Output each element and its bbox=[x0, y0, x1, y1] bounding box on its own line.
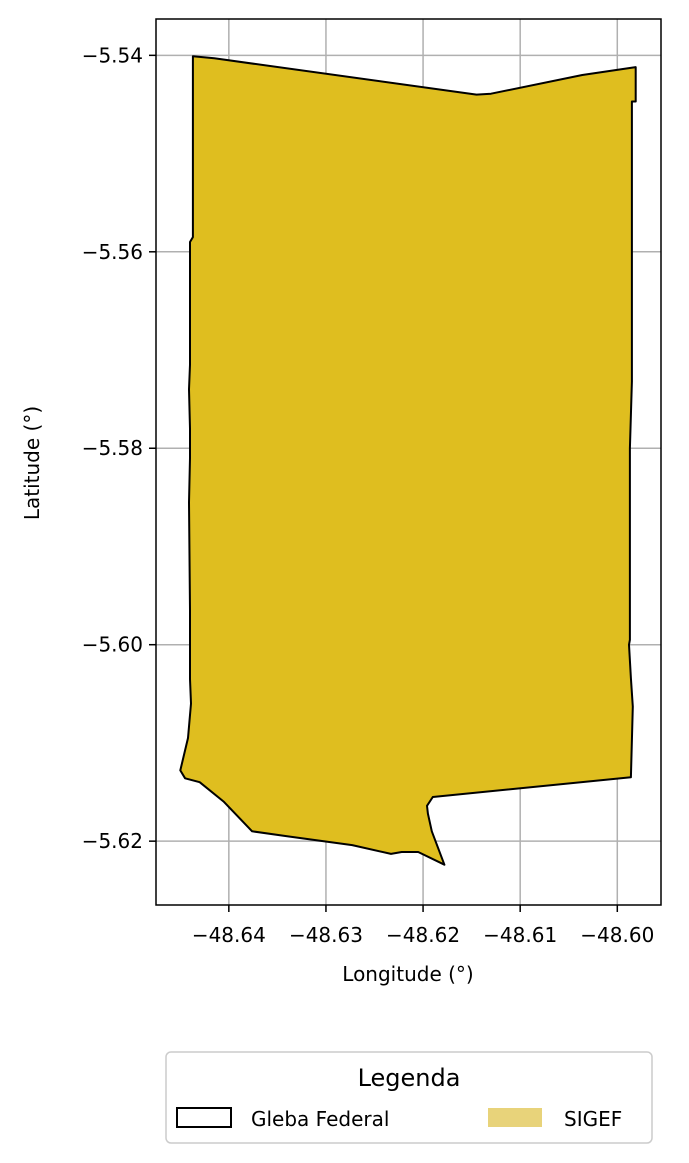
x-tick-label-2: −48.62 bbox=[386, 923, 460, 947]
legend-swatch-gleba-federal bbox=[176, 1107, 232, 1128]
legend-label-gleba-federal: Gleba Federal bbox=[251, 1107, 389, 1131]
legend-title: Legenda bbox=[358, 1064, 461, 1092]
x-axis-ticks: −48.64 −48.63 −48.62 −48.61 −48.60 bbox=[192, 905, 654, 947]
legend: Legenda Gleba Federal SIGEF bbox=[165, 1051, 653, 1144]
plot-area-frame bbox=[155, 18, 662, 906]
y-tick-label-0: −5.54 bbox=[82, 43, 143, 67]
x-tick-label-4: −48.60 bbox=[580, 923, 654, 947]
y-tick-label-3: −5.60 bbox=[82, 633, 143, 657]
gleba-federal-polygon bbox=[179, 55, 637, 866]
y-axis-label: Latitude (°) bbox=[20, 406, 44, 520]
y-tick-label-1: −5.56 bbox=[82, 240, 143, 264]
x-tick-label-3: −48.61 bbox=[483, 923, 557, 947]
x-tick-label-0: −48.64 bbox=[192, 923, 266, 947]
x-axis-label: Longitude (°) bbox=[342, 962, 473, 986]
x-tick-label-1: −48.63 bbox=[289, 923, 363, 947]
legend-swatch-sigef bbox=[488, 1108, 542, 1127]
legend-label-sigef: SIGEF bbox=[564, 1107, 622, 1131]
y-axis-ticks: −5.54 −5.56 −5.58 −5.60 −5.62 bbox=[82, 43, 156, 853]
y-tick-label-4: −5.62 bbox=[82, 829, 143, 853]
y-tick-label-2: −5.58 bbox=[82, 436, 143, 460]
